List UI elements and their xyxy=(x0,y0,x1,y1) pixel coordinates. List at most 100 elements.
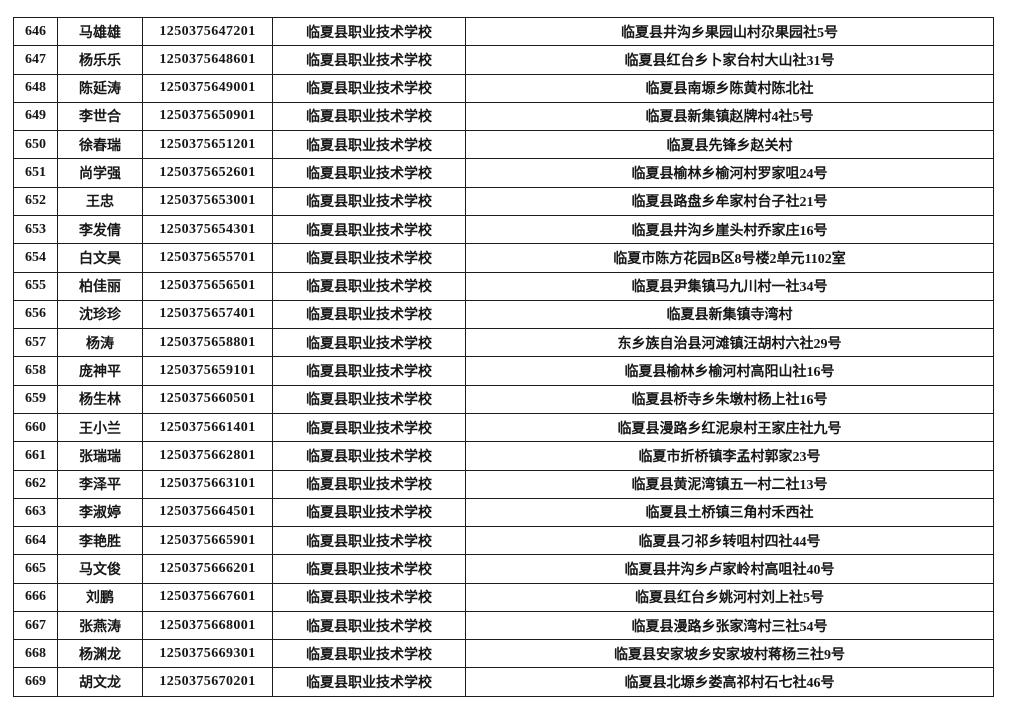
row-number-cell: 652 xyxy=(13,186,58,216)
school-name-cell: 临夏县职业技术学校 xyxy=(272,158,466,188)
student-id-cell: 1250375670201 xyxy=(142,667,273,697)
student-roster-table: 646 马雄雄 1250375647201 临夏县职业技术学校 临夏县井沟乡果园… xyxy=(13,16,994,697)
row-number-cell: 655 xyxy=(13,271,58,301)
row-number-cell: 649 xyxy=(13,101,58,132)
school-name-cell: 临夏县职业技术学校 xyxy=(272,271,466,301)
row-number-cell: 662 xyxy=(13,469,58,499)
table-row: 659 杨生林 1250375660501 临夏县职业技术学校 临夏县桥寺乡朱墩… xyxy=(13,384,994,414)
student-id-cell: 1250375647201 xyxy=(142,16,273,47)
student-name-cell: 白文昊 xyxy=(57,243,143,273)
student-name-cell: 李淑婷 xyxy=(57,497,143,528)
student-name-cell: 李泽平 xyxy=(57,469,143,499)
student-name-cell: 柏佳丽 xyxy=(57,271,143,301)
address-cell: 临夏县红台乡姚河村刘上社5号 xyxy=(465,582,994,612)
student-id-cell: 1250375652601 xyxy=(142,158,273,188)
student-id-cell: 1250375649001 xyxy=(142,73,273,103)
school-name-cell: 临夏县职业技术学校 xyxy=(272,582,466,612)
table-row: 654 白文昊 1250375655701 临夏县职业技术学校 临夏市陈方花园B… xyxy=(13,243,994,273)
student-id-cell: 1250375658801 xyxy=(142,328,273,358)
row-number-cell: 668 xyxy=(13,639,58,669)
row-number-cell: 660 xyxy=(13,412,58,443)
student-id-cell: 1250375662801 xyxy=(142,441,273,471)
student-name-cell: 李发倩 xyxy=(57,214,143,245)
student-id-cell: 1250375667601 xyxy=(142,582,273,612)
student-name-cell: 徐春瑞 xyxy=(57,130,143,160)
school-name-cell: 临夏县职业技术学校 xyxy=(272,469,466,499)
row-number-cell: 659 xyxy=(13,384,58,414)
student-name-cell: 李艳胜 xyxy=(57,526,143,556)
row-number-cell: 646 xyxy=(13,16,58,47)
address-cell: 临夏市陈方花园B区8号楼2单元1102室 xyxy=(465,243,994,273)
table-row: 652 王忠 1250375653001 临夏县职业技术学校 临夏县路盘乡牟家村… xyxy=(13,186,994,216)
student-id-cell: 1250375654301 xyxy=(142,214,273,245)
student-name-cell: 杨乐乐 xyxy=(57,45,143,75)
student-name-cell: 王忠 xyxy=(57,186,143,216)
student-id-cell: 1250375663101 xyxy=(142,469,273,499)
student-id-cell: 1250375653001 xyxy=(142,186,273,216)
student-name-cell: 胡文龙 xyxy=(57,667,143,697)
row-number-cell: 647 xyxy=(13,45,58,75)
student-id-cell: 1250375650901 xyxy=(142,101,273,132)
row-number-cell: 651 xyxy=(13,158,58,188)
student-name-cell: 李世合 xyxy=(57,101,143,132)
address-cell: 临夏市折桥镇李孟村郭家23号 xyxy=(465,441,994,471)
table-row: 650 徐春瑞 1250375651201 临夏县职业技术学校 临夏县先锋乡赵关… xyxy=(13,130,994,160)
table-row: 661 张瑞瑞 1250375662801 临夏县职业技术学校 临夏市折桥镇李孟… xyxy=(13,441,994,471)
table-row: 665 马文俊 1250375666201 临夏县职业技术学校 临夏县井沟乡卢家… xyxy=(13,554,994,584)
table-row: 649 李世合 1250375650901 临夏县职业技术学校 临夏县新集镇赵牌… xyxy=(13,101,994,132)
table-body: 646 马雄雄 1250375647201 临夏县职业技术学校 临夏县井沟乡果园… xyxy=(13,16,994,697)
address-cell: 临夏县井沟乡崖头村乔家庄16号 xyxy=(465,214,994,245)
address-cell: 临夏县尹集镇马九川村一社34号 xyxy=(465,271,994,301)
table-row: 655 柏佳丽 1250375656501 临夏县职业技术学校 临夏县尹集镇马九… xyxy=(13,271,994,301)
address-cell: 临夏县南塬乡陈黄村陈北社 xyxy=(465,73,994,103)
table-row: 668 杨渊龙 1250375669301 临夏县职业技术学校 临夏县安家坡乡安… xyxy=(13,639,994,669)
student-name-cell: 沈珍珍 xyxy=(57,299,143,330)
school-name-cell: 临夏县职业技术学校 xyxy=(272,526,466,556)
student-id-cell: 1250375656501 xyxy=(142,271,273,301)
table-row: 660 王小兰 1250375661401 临夏县职业技术学校 临夏县漫路乡红泥… xyxy=(13,412,994,443)
row-number-cell: 666 xyxy=(13,582,58,612)
student-name-cell: 张燕涛 xyxy=(57,610,143,641)
address-cell: 临夏县榆林乡榆河村高阳山社16号 xyxy=(465,356,994,386)
school-name-cell: 临夏县职业技术学校 xyxy=(272,328,466,358)
school-name-cell: 临夏县职业技术学校 xyxy=(272,16,466,47)
school-name-cell: 临夏县职业技术学校 xyxy=(272,243,466,273)
table-row: 664 李艳胜 1250375665901 临夏县职业技术学校 临夏县刁祁乡转咀… xyxy=(13,526,994,556)
table-row: 663 李淑婷 1250375664501 临夏县职业技术学校 临夏县土桥镇三角… xyxy=(13,497,994,528)
school-name-cell: 临夏县职业技术学校 xyxy=(272,299,466,330)
student-name-cell: 尚学强 xyxy=(57,158,143,188)
row-number-cell: 657 xyxy=(13,328,58,358)
address-cell: 临夏县桥寺乡朱墩村杨上社16号 xyxy=(465,384,994,414)
student-name-cell: 马文俊 xyxy=(57,554,143,584)
address-cell: 临夏县榆林乡榆河村罗家咀24号 xyxy=(465,158,994,188)
table-row: 657 杨涛 1250375658801 临夏县职业技术学校 东乡族自治县河滩镇… xyxy=(13,328,994,358)
student-id-cell: 1250375660501 xyxy=(142,384,273,414)
table-row: 646 马雄雄 1250375647201 临夏县职业技术学校 临夏县井沟乡果园… xyxy=(13,16,994,47)
row-number-cell: 654 xyxy=(13,243,58,273)
student-name-cell: 张瑞瑞 xyxy=(57,441,143,471)
student-id-cell: 1250375659101 xyxy=(142,356,273,386)
school-name-cell: 临夏县职业技术学校 xyxy=(272,45,466,75)
school-name-cell: 临夏县职业技术学校 xyxy=(272,412,466,443)
student-id-cell: 1250375657401 xyxy=(142,299,273,330)
table-row: 647 杨乐乐 1250375648601 临夏县职业技术学校 临夏县红台乡卜家… xyxy=(13,45,994,75)
address-cell: 临夏县安家坡乡安家坡村蒋杨三社9号 xyxy=(465,639,994,669)
row-number-cell: 653 xyxy=(13,214,58,245)
row-number-cell: 663 xyxy=(13,497,58,528)
address-cell: 临夏县井沟乡卢家岭村高咀社40号 xyxy=(465,554,994,584)
school-name-cell: 临夏县职业技术学校 xyxy=(272,384,466,414)
address-cell: 临夏县先锋乡赵关村 xyxy=(465,130,994,160)
row-number-cell: 656 xyxy=(13,299,58,330)
table-row: 666 刘鹏 1250375667601 临夏县职业技术学校 临夏县红台乡姚河村… xyxy=(13,582,994,612)
table-row: 669 胡文龙 1250375670201 临夏县职业技术学校 临夏县北塬乡娄高… xyxy=(13,667,994,697)
school-name-cell: 临夏县职业技术学校 xyxy=(272,356,466,386)
row-number-cell: 664 xyxy=(13,526,58,556)
table-row: 662 李泽平 1250375663101 临夏县职业技术学校 临夏县黄泥湾镇五… xyxy=(13,469,994,499)
address-cell: 临夏县北塬乡娄高祁村石七社46号 xyxy=(465,667,994,697)
student-id-cell: 1250375664501 xyxy=(142,497,273,528)
student-id-cell: 1250375655701 xyxy=(142,243,273,273)
student-id-cell: 1250375669301 xyxy=(142,639,273,669)
table-row: 651 尚学强 1250375652601 临夏县职业技术学校 临夏县榆林乡榆河… xyxy=(13,158,994,188)
address-cell: 临夏县黄泥湾镇五一村二社13号 xyxy=(465,469,994,499)
